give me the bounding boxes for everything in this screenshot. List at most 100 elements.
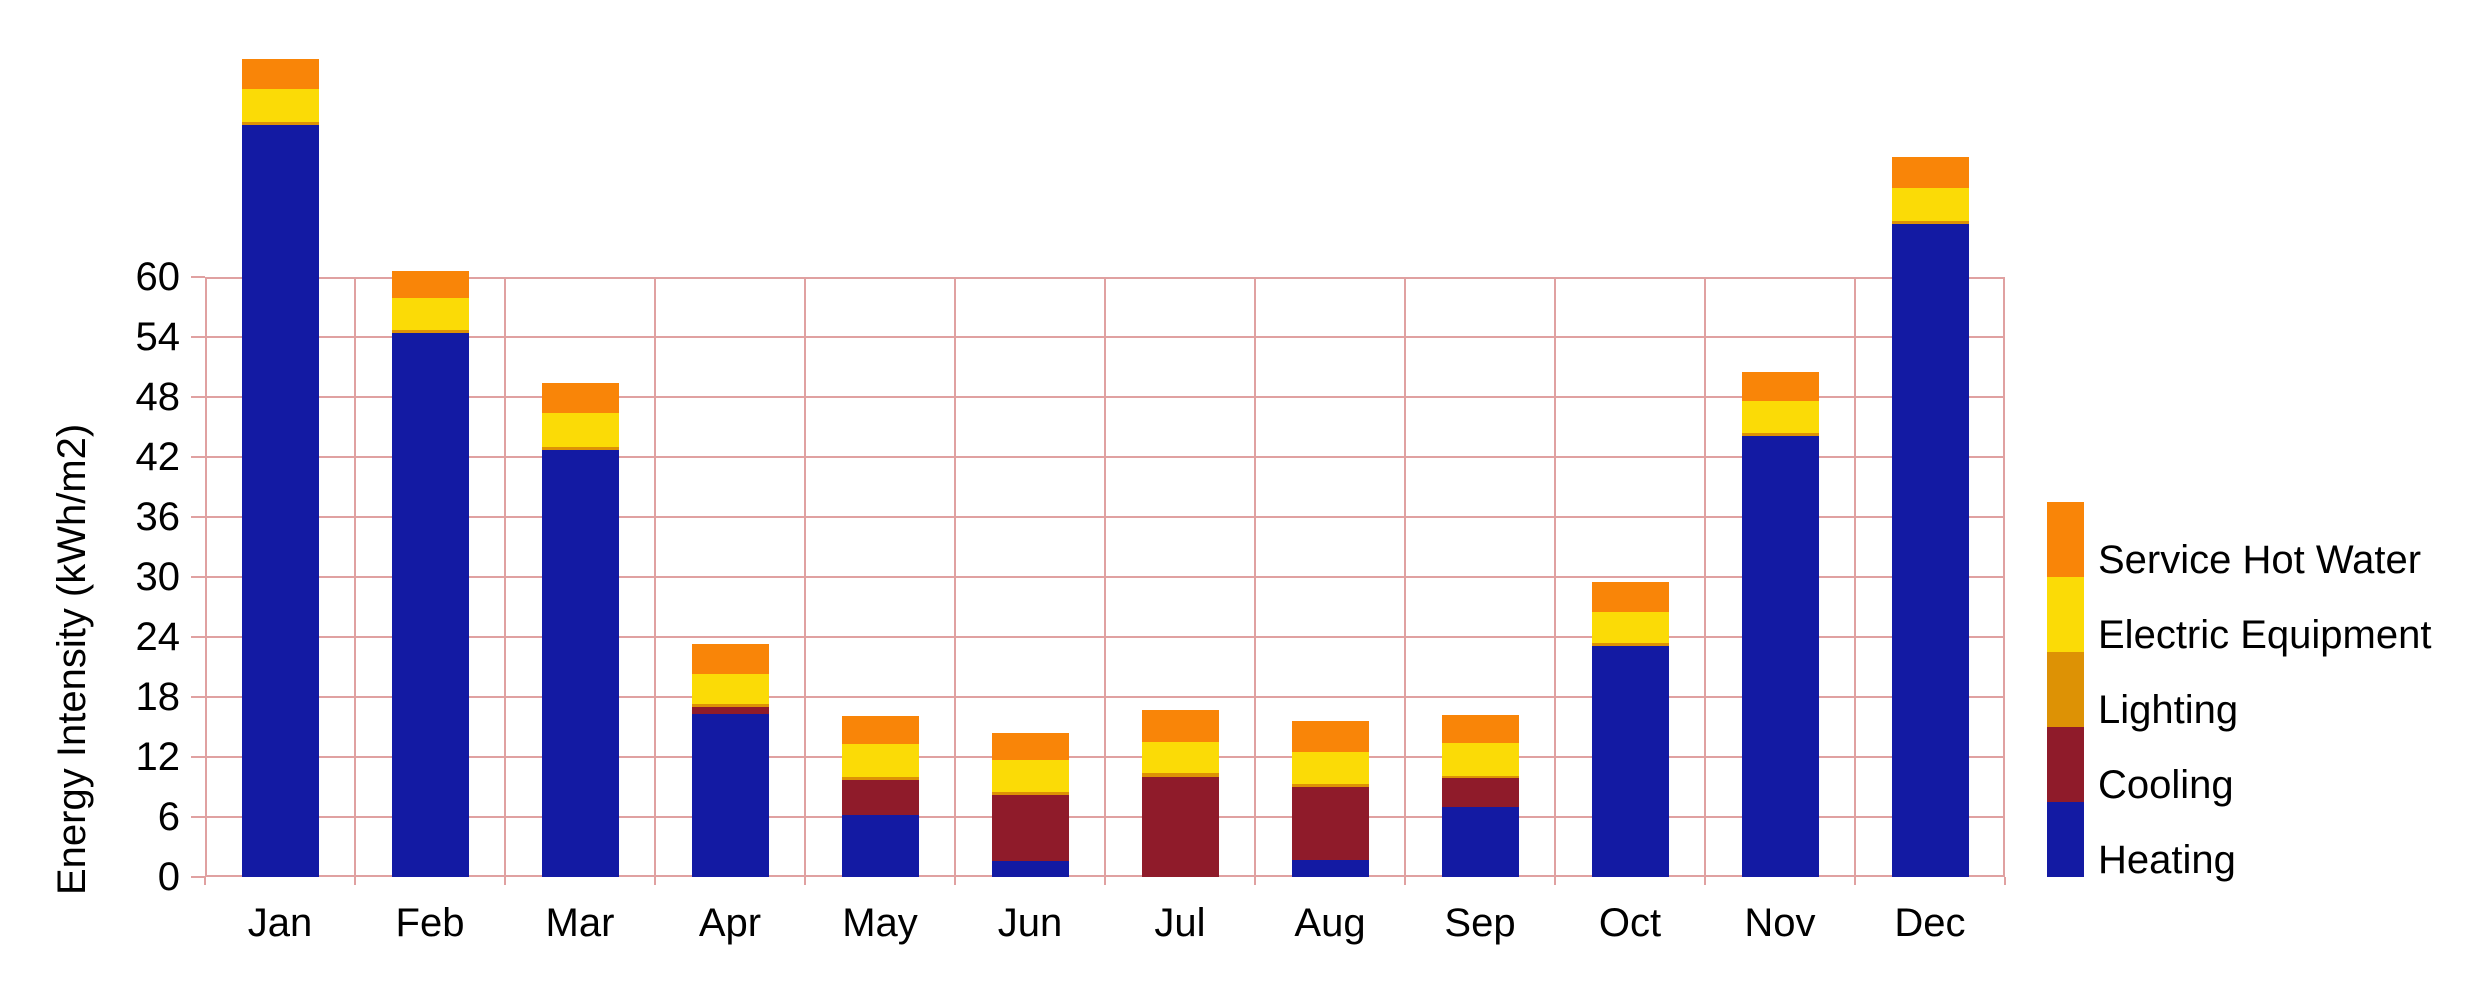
x-axis-tick (1104, 877, 1106, 885)
y-axis-tick (191, 516, 205, 518)
legend-label-lighting: Lighting (2098, 688, 2239, 732)
y-tick-label: 24 (135, 615, 181, 659)
x-axis-tick (1554, 877, 1556, 885)
legend-swatch-heating (2047, 802, 2084, 877)
y-tick-label: 18 (135, 675, 181, 719)
x-axis-tick (2004, 877, 2006, 885)
bar-segment-electric-equipment-aug (1291, 752, 1369, 784)
v-gridline (1404, 277, 1406, 877)
bar-segment-heating-nov (1741, 436, 1819, 877)
bar-segment-cooling-aug (1291, 787, 1369, 860)
legend-swatch-lighting (2047, 652, 2084, 727)
legend-label-electric-equipment: Electric Equipment (2098, 613, 2432, 657)
legend-label-service-hot-water: Service Hot Water (2098, 538, 2422, 582)
bar-segment-service-hot-water-feb (391, 271, 469, 298)
v-gridline (1254, 277, 1256, 877)
legend-swatch-cooling (2047, 727, 2084, 802)
x-axis-tick (1854, 877, 1856, 885)
bar-segment-electric-equipment-may (841, 744, 919, 777)
bar-segment-lighting-feb (391, 330, 469, 333)
y-tick-label: 30 (135, 555, 181, 599)
bar-segment-cooling-may (841, 780, 919, 815)
x-axis-tick (1254, 877, 1256, 885)
y-tick-label: 6 (157, 795, 180, 839)
x-tick-label-dec: Dec (1894, 901, 1966, 945)
y-axis-tick (191, 816, 205, 818)
bar-segment-electric-equipment-jul (1141, 742, 1219, 773)
bar-segment-lighting-jul (1141, 773, 1219, 777)
bar-segment-service-hot-water-nov (1741, 372, 1819, 401)
y-tick-label: 36 (135, 495, 181, 539)
v-gridline (1854, 277, 1856, 877)
bar-segment-lighting-dec (1891, 221, 1969, 224)
bar-segment-lighting-nov (1741, 433, 1819, 436)
bar-segment-electric-equipment-nov (1741, 401, 1819, 433)
bar-segment-electric-equipment-sep (1441, 743, 1519, 776)
x-axis-tick (954, 877, 956, 885)
bar-segment-service-hot-water-mar (541, 383, 619, 413)
y-axis-tick (191, 396, 205, 398)
v-gridline (654, 277, 656, 877)
bar-segment-lighting-may (841, 777, 919, 780)
x-axis-tick (204, 877, 206, 885)
y-tick-label: 60 (135, 255, 181, 299)
legend-label-heating: Heating (2098, 838, 2236, 882)
bar-segment-service-hot-water-jan (241, 59, 319, 89)
x-tick-label-nov: Nov (1744, 901, 1816, 945)
bar-segment-heating-apr (691, 714, 769, 877)
x-axis-tick (1704, 877, 1706, 885)
x-tick-label-mar: Mar (545, 901, 615, 945)
y-axis-tick (191, 696, 205, 698)
y-axis-tick (191, 876, 205, 878)
bar-segment-lighting-oct (1591, 643, 1669, 646)
bar-segment-cooling-jun (991, 795, 1069, 861)
x-tick-label-feb: Feb (395, 901, 465, 945)
bar-segment-service-hot-water-jun (991, 733, 1069, 760)
plot-border (205, 277, 2005, 877)
v-gridline (954, 277, 956, 877)
x-tick-label-may: May (842, 901, 918, 945)
bar-segment-lighting-jun (991, 792, 1069, 795)
bar-segment-cooling-jul (1141, 777, 1219, 877)
v-gridline (1704, 277, 1706, 877)
bar-segment-service-hot-water-dec (1891, 157, 1969, 188)
bar-segment-electric-equipment-apr (691, 674, 769, 704)
x-tick-label-jan: Jan (247, 901, 313, 945)
bar-segment-electric-equipment-mar (541, 413, 619, 447)
bar-segment-cooling-apr (691, 707, 769, 714)
x-axis-tick (354, 877, 356, 885)
legend-label-cooling: Cooling (2098, 763, 2234, 807)
bar-segment-service-hot-water-sep (1441, 715, 1519, 743)
x-tick-label-aug: Aug (1294, 901, 1366, 945)
x-axis-tick (504, 877, 506, 885)
bar-segment-heating-dec (1891, 224, 1969, 877)
x-tick-label-jun: Jun (997, 901, 1063, 945)
bar-segment-lighting-aug (1291, 784, 1369, 787)
y-axis-tick (191, 636, 205, 638)
y-tick-label: 42 (135, 435, 181, 479)
y-tick-label: 0 (157, 855, 180, 899)
bar-segment-service-hot-water-oct (1591, 582, 1669, 612)
x-axis-tick (804, 877, 806, 885)
x-tick-label-sep: Sep (1444, 901, 1516, 945)
bar-segment-service-hot-water-aug (1291, 721, 1369, 752)
bar-segment-service-hot-water-may (841, 716, 919, 744)
bar-segment-heating-jan (241, 125, 319, 877)
x-axis-tick (654, 877, 656, 885)
bar-segment-electric-equipment-oct (1591, 612, 1669, 643)
v-gridline (1554, 277, 1556, 877)
x-axis-tick (1404, 877, 1406, 885)
bar-segment-heating-may (841, 815, 919, 877)
y-axis-tick (191, 756, 205, 758)
bar-segment-heating-feb (391, 333, 469, 877)
legend-swatch-electric-equipment (2047, 577, 2084, 652)
bar-segment-lighting-jan (241, 122, 319, 125)
bar-segment-lighting-mar (541, 447, 619, 450)
bar-segment-heating-mar (541, 450, 619, 877)
bar-segment-electric-equipment-jan (241, 89, 319, 122)
y-axis-tick (191, 576, 205, 578)
x-tick-label-oct: Oct (1598, 901, 1662, 945)
y-tick-label: 54 (135, 315, 181, 359)
v-gridline (1104, 277, 1106, 877)
